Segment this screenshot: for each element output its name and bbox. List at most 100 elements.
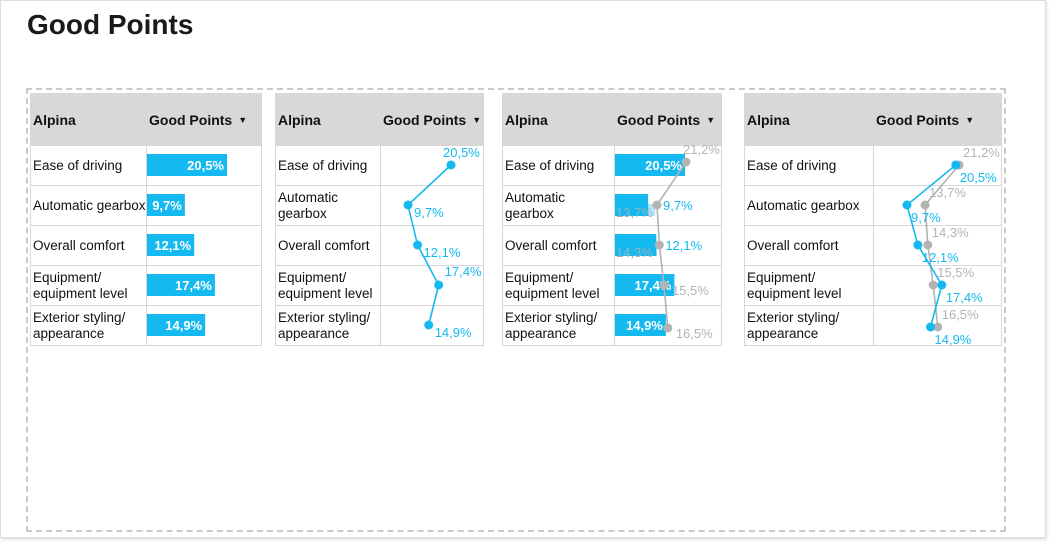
caret-down-icon[interactable]: ▼ — [472, 114, 482, 125]
row-label-line: Ease of driving — [505, 157, 595, 173]
row-label-line: gearbox — [278, 205, 327, 221]
row-value-cell — [146, 265, 262, 306]
row-label-cell: Overall comfort — [30, 225, 147, 266]
row-label-cell: Overall comfort — [744, 225, 874, 266]
row-label-line: Exterior styling/ — [278, 309, 371, 325]
table-header-row: Alpina Good Points ▼ — [275, 93, 484, 146]
row-label-line: Equipment/ — [505, 269, 574, 285]
table-row: Equipment/equipment level — [744, 265, 1002, 306]
row-label-line: Automatic gearbox — [505, 189, 566, 221]
row-label-line: Overall comfort — [33, 237, 125, 253]
row-value-cell — [146, 225, 262, 266]
table-row: Overall comfort — [30, 225, 262, 266]
row-label-line: appearance — [278, 325, 350, 341]
row-value-cell — [873, 225, 1002, 266]
row-label-cell: Equipment/equipment level — [744, 265, 874, 306]
row-value-cell — [614, 265, 722, 306]
row-value-cell — [873, 305, 1002, 346]
row-label-line: Ease of driving — [33, 157, 123, 173]
row-label-line: Exterior styling/ — [747, 309, 840, 325]
table-row: Ease of driving — [275, 145, 484, 186]
row-value-cell — [873, 145, 1002, 186]
visualization-drop-frame — [26, 88, 1006, 532]
table-row: Equipment/equipment level — [275, 265, 484, 306]
brand-header-label: Alpina — [33, 111, 76, 128]
table-row: Overall comfort — [275, 225, 484, 266]
row-label-line: appearance — [747, 325, 819, 341]
row-label-cell: Exterior styling/appearance — [744, 305, 874, 346]
brand-column-header[interactable]: Alpina — [275, 93, 381, 146]
metric-table-1: Alpina Good Points ▼ Ease of driving Automat… — [30, 93, 262, 346]
row-label-line: equipment level — [505, 285, 600, 301]
table-row: Overall comfort — [744, 225, 1002, 266]
row-value-cell — [380, 265, 484, 306]
row-label-line: Overall comfort — [505, 237, 597, 253]
row-value-cell — [146, 185, 262, 226]
row-label-cell: Equipment/equipment level — [502, 265, 615, 306]
page-title: Good Points — [27, 9, 194, 40]
brand-column-header[interactable]: Alpina — [744, 93, 874, 146]
metric-table-3: Alpina Good Points ▼ Ease of driving Automat… — [502, 93, 722, 346]
table-header-row: Alpina Good Points ▼ — [30, 93, 262, 146]
caret-down-icon[interactable]: ▼ — [706, 114, 716, 125]
row-label-line: Ease of driving — [747, 157, 837, 173]
row-label-cell: Exterior styling/appearance — [30, 305, 147, 346]
row-label-line: appearance — [33, 325, 105, 341]
row-label-cell: Equipment/equipment level — [275, 265, 381, 306]
table-row: Ease of driving — [502, 145, 722, 186]
table-row: Equipment/equipment level — [30, 265, 262, 306]
row-label-line: Equipment/ — [747, 269, 816, 285]
table-row: Automatic gearbox — [744, 185, 1002, 226]
row-value-cell — [380, 145, 484, 186]
row-label-line: equipment level — [33, 285, 128, 301]
table-row: Ease of driving — [744, 145, 1002, 186]
brand-header-label: Alpina — [747, 111, 790, 128]
row-label-cell: Overall comfort — [502, 225, 615, 266]
row-label-cell: Automatic gearbox — [502, 185, 615, 226]
table-row: Automatic gearbox — [275, 185, 484, 226]
row-label-line: Exterior styling/ — [505, 309, 598, 325]
brand-column-header[interactable]: Alpina — [30, 93, 147, 146]
caret-down-icon[interactable]: ▼ — [965, 114, 975, 125]
good-points-column-header[interactable]: Good Points ▼ — [614, 93, 722, 146]
caret-down-icon[interactable]: ▼ — [238, 114, 248, 125]
row-label-cell: Ease of driving — [502, 145, 615, 186]
row-label-cell: Exterior styling/appearance — [275, 305, 381, 346]
good-points-column-header[interactable]: Good Points ▼ — [873, 93, 1002, 146]
brand-column-header[interactable]: Alpina — [502, 93, 615, 146]
good-points-header-label: Good Points — [876, 111, 960, 128]
row-label-line: Automatic gearbox — [747, 197, 860, 213]
good-points-header-label: Good Points — [617, 111, 701, 128]
table-row: Exterior styling/appearance — [275, 305, 484, 346]
row-value-cell — [380, 225, 484, 266]
row-value-cell — [614, 305, 722, 346]
table-row: Ease of driving — [30, 145, 262, 186]
row-value-cell — [614, 225, 722, 266]
row-label-line: equipment level — [278, 285, 373, 301]
row-label-line: equipment level — [747, 285, 842, 301]
table-row: Exterior styling/appearance — [744, 305, 1002, 346]
row-label-line: Automatic gearbox — [33, 197, 146, 213]
row-value-cell — [146, 145, 262, 186]
row-label-cell: Ease of driving — [744, 145, 874, 186]
row-label-cell: Ease of driving — [30, 145, 147, 186]
row-label-line: Automatic — [278, 189, 339, 205]
row-label-cell: Automatic gearbox — [30, 185, 147, 226]
table-row: Exterior styling/appearance — [30, 305, 262, 346]
row-label-line: Exterior styling/ — [33, 309, 126, 325]
row-label-cell: Equipment/equipment level — [30, 265, 147, 306]
row-label-line: Overall comfort — [747, 237, 839, 253]
good-points-column-header[interactable]: Good Points ▼ — [146, 93, 262, 146]
row-value-cell — [146, 305, 262, 346]
table-row: Automatic gearbox — [502, 185, 722, 226]
row-value-cell — [873, 265, 1002, 306]
table-row: Equipment/equipment level — [502, 265, 722, 306]
row-label-line: Equipment/ — [278, 269, 347, 285]
brand-header-label: Alpina — [505, 111, 548, 128]
good-points-column-header[interactable]: Good Points ▼ — [380, 93, 484, 146]
good-points-header-label: Good Points — [383, 111, 467, 128]
row-label-cell: Automatic gearbox — [275, 185, 381, 226]
row-label-cell: Automatic gearbox — [744, 185, 874, 226]
row-label-cell: Overall comfort — [275, 225, 381, 266]
row-label-cell: Ease of driving — [275, 145, 381, 186]
